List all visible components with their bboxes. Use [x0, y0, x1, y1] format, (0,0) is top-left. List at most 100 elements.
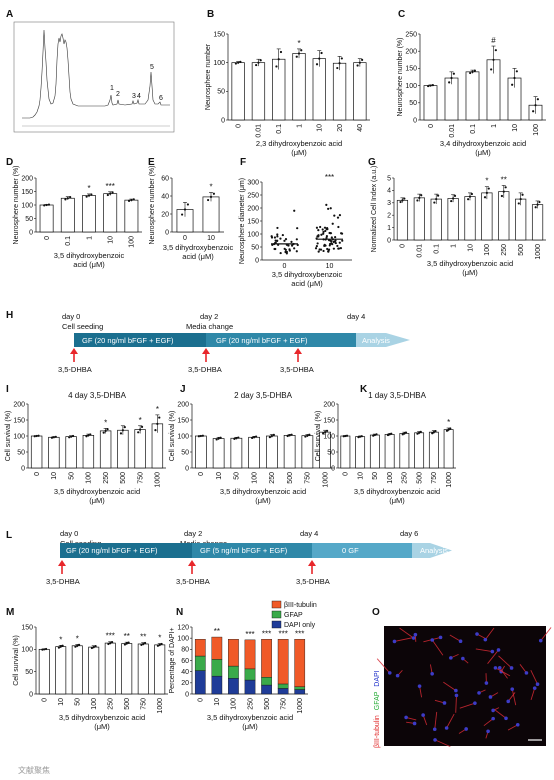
data-point-k-6-2 — [434, 429, 437, 433]
neurite-11 — [434, 711, 438, 730]
peak-label-1: 1 — [110, 85, 114, 92]
nucleus-20 — [458, 639, 463, 644]
x-tick-label-m-3: 100 — [91, 698, 98, 710]
x-tick-label-f-0: 0 — [283, 263, 287, 270]
data-point-b-1-1 — [257, 61, 260, 64]
timeline-h-seg1-label: GF (20 ng/ml bFGF + EGF) — [82, 336, 174, 345]
nucleus-15 — [491, 708, 495, 713]
neurite-30 — [376, 658, 391, 674]
x-tick-label-g-3: 1 — [450, 244, 457, 248]
timeline-h-day-2: day 2 — [200, 312, 218, 321]
chromatogram-trace — [22, 29, 170, 119]
data-point-f-1-29 — [332, 240, 335, 244]
bar-m-6 — [137, 643, 149, 695]
data-point-i-5-1 — [121, 429, 124, 432]
data-point-e-1-1 — [209, 195, 213, 198]
data-point-f-1-32 — [324, 229, 327, 233]
data-point-f-1-65 — [328, 242, 332, 246]
x-tick-label-g-8: 1000 — [535, 244, 542, 260]
x-tick-label-c-5: 100 — [533, 124, 540, 136]
y-tick-label-f-2: 100 — [247, 231, 259, 238]
data-point-m-3-0 — [90, 646, 94, 650]
panel-label-g: G — [368, 157, 376, 168]
data-point-j-6-1 — [306, 434, 309, 437]
chromatogram-panel-a: 1 2 3 4 5 6 — [13, 21, 175, 133]
bar-k-2 — [369, 434, 380, 469]
data-point-m-7-0 — [156, 644, 160, 647]
significance-m-5: ** — [124, 632, 130, 641]
bar-n-1-6 — [294, 686, 306, 690]
x-axis-label-k: 3,5 dihydroxybenzoic acid — [354, 487, 440, 496]
x-tick-label-g-2: 0.1 — [434, 244, 441, 254]
bar-k-7 — [443, 429, 454, 469]
timeline-h-cell-seeding: Cell seeding — [62, 322, 103, 331]
bar-n-0-4 — [261, 684, 272, 695]
y-tick-label-n-4: 80 — [181, 647, 189, 654]
data-point-g-6-2 — [504, 186, 507, 189]
data-point-g-7-0 — [517, 202, 520, 205]
y-tick-label-j-1: 50 — [181, 449, 189, 456]
x-tick-label-g-4: 10 — [467, 244, 474, 252]
nucleus-30 — [387, 671, 392, 675]
neurite-34 — [483, 718, 494, 727]
bar-n-2-1 — [211, 636, 223, 660]
data-point-j-2-2 — [237, 436, 240, 439]
x-tick-label-i-3: 100 — [86, 472, 93, 484]
data-point-g-3-0 — [450, 199, 453, 203]
chart-panel-f: 0 50 100 150 200 250 300 0 10 *** Neurosphere diam… — [239, 173, 352, 288]
data-point-f-1-39 — [315, 245, 318, 248]
x-tick-label-d-2: 1 — [86, 236, 93, 240]
bar-n-0-3 — [244, 679, 256, 695]
y-tick-label-n-0: 0 — [185, 691, 189, 698]
data-point-f-0-30 — [285, 252, 288, 255]
x-tick-label-j-1: 10 — [216, 472, 223, 480]
x-tick-label-i-6: 750 — [137, 472, 144, 484]
panel-label-n: N — [176, 607, 183, 618]
data-point-k-3-0 — [386, 433, 390, 437]
bar-n-1-1 — [211, 659, 223, 677]
data-point-j-6-0 — [304, 435, 307, 438]
x-tick-label-j-6: 750 — [305, 472, 312, 484]
neurite-37 — [446, 713, 455, 729]
y-tick-label-f-3: 150 — [247, 218, 259, 225]
data-point-i-6-0 — [137, 431, 140, 434]
x-tick-label-n-4: 500 — [264, 698, 271, 710]
bar-m-4 — [104, 642, 116, 695]
data-point-b-1-2 — [259, 59, 262, 62]
data-point-g-7-2 — [521, 193, 524, 196]
data-point-f-1-42 — [334, 241, 337, 245]
peak-label-6: 6 — [159, 95, 163, 102]
data-point-m-3-1 — [92, 646, 95, 649]
data-point-c-4-1 — [513, 76, 516, 80]
nucleus-18 — [475, 632, 479, 636]
nucleus-2 — [509, 666, 514, 670]
bar-m-5 — [121, 643, 133, 695]
data-point-i-3-1 — [87, 434, 90, 437]
y-tick-label-f-0: 0 — [255, 257, 259, 264]
data-point-b-3-1 — [297, 52, 301, 55]
data-point-d-3-2 — [111, 191, 114, 194]
y-tick-label-j-0: 0 — [185, 465, 189, 472]
data-point-f-1-57 — [339, 247, 343, 250]
panel-label-f: F — [240, 157, 246, 168]
bar-j-4 — [266, 435, 278, 469]
data-point-f-0-38 — [284, 250, 287, 254]
x-tick-label-d-1: 0.1 — [65, 236, 72, 246]
x-tick-label-m-5: 500 — [124, 698, 131, 710]
y-tick-label-n-2: 40 — [181, 669, 189, 676]
bar-g-2 — [430, 198, 442, 241]
nucleus-16 — [496, 648, 501, 652]
nucleus-6 — [454, 688, 458, 693]
data-point-k-7-2 — [449, 427, 452, 430]
data-point-k-1-1 — [359, 435, 362, 438]
data-point-k-2-2 — [375, 433, 378, 436]
data-point-f-0-27 — [279, 251, 282, 255]
y-tick-label-n-1: 20 — [181, 680, 189, 687]
y-tick-label-d-2: 100 — [21, 202, 33, 209]
data-point-d-1-1 — [66, 197, 69, 200]
data-point-f-1-33 — [330, 240, 333, 243]
data-point-k-1-0 — [357, 435, 360, 439]
timeline-l-dhba-3: 3,5-DHBA — [296, 577, 330, 586]
y-tick-label-e-3: 60 — [161, 175, 169, 182]
x-tick-label-k-7: 1000 — [446, 472, 453, 488]
